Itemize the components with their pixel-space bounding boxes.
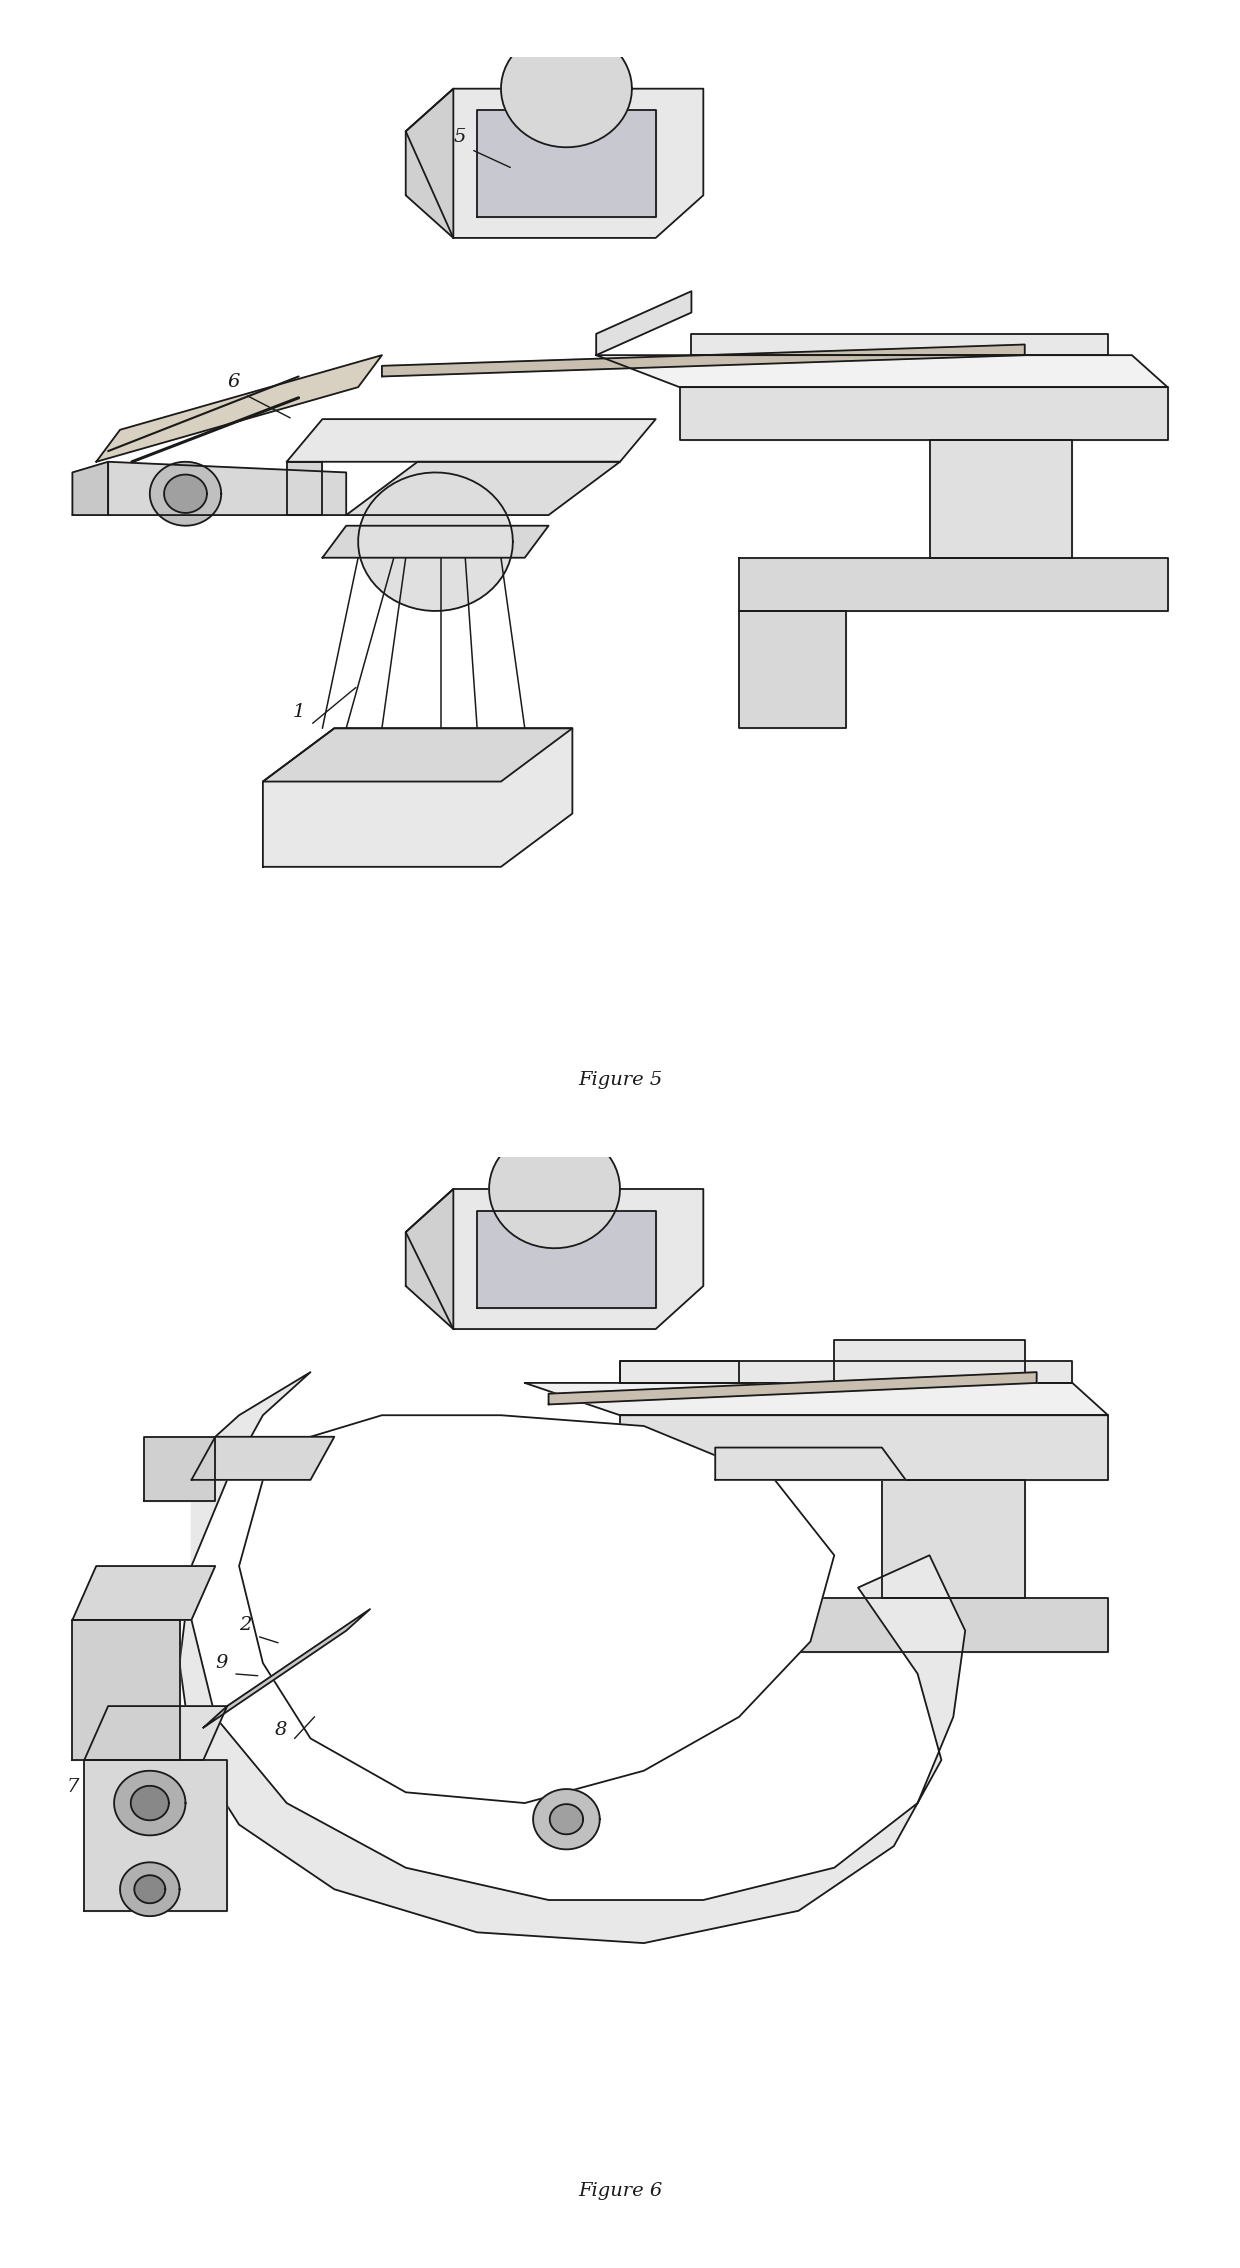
Text: 7: 7 xyxy=(66,1778,78,1796)
Polygon shape xyxy=(835,1340,1024,1383)
Polygon shape xyxy=(739,610,846,728)
Polygon shape xyxy=(405,1188,454,1329)
Polygon shape xyxy=(882,1481,1024,1599)
Polygon shape xyxy=(382,345,1024,376)
Text: 1: 1 xyxy=(293,703,305,721)
Polygon shape xyxy=(405,88,454,238)
Text: Figure 5: Figure 5 xyxy=(578,1070,662,1089)
Polygon shape xyxy=(489,1129,620,1247)
Polygon shape xyxy=(84,1706,227,1760)
Polygon shape xyxy=(405,1188,703,1329)
Polygon shape xyxy=(930,440,1073,558)
Polygon shape xyxy=(84,1760,227,1910)
Text: 6: 6 xyxy=(227,372,239,390)
Polygon shape xyxy=(620,1415,1109,1481)
Polygon shape xyxy=(72,1567,216,1619)
Polygon shape xyxy=(533,1789,600,1848)
Polygon shape xyxy=(286,420,656,463)
Polygon shape xyxy=(114,1771,186,1835)
Polygon shape xyxy=(263,728,573,866)
Polygon shape xyxy=(239,1415,835,1803)
Text: Figure 6: Figure 6 xyxy=(578,2182,662,2200)
Polygon shape xyxy=(144,1438,216,1501)
Polygon shape xyxy=(596,290,692,356)
Polygon shape xyxy=(346,463,620,515)
Text: 5: 5 xyxy=(453,127,465,145)
Polygon shape xyxy=(680,1599,1109,1651)
Polygon shape xyxy=(97,356,382,463)
Text: 2: 2 xyxy=(239,1617,252,1635)
Polygon shape xyxy=(620,1361,739,1383)
Polygon shape xyxy=(620,1361,1073,1383)
Polygon shape xyxy=(263,728,573,782)
Polygon shape xyxy=(120,1862,180,1916)
Polygon shape xyxy=(108,463,346,515)
Polygon shape xyxy=(203,1610,370,1728)
Polygon shape xyxy=(164,474,207,513)
Text: 5: 5 xyxy=(429,1213,441,1229)
Polygon shape xyxy=(680,388,1168,440)
Polygon shape xyxy=(358,472,513,610)
Polygon shape xyxy=(525,1383,1109,1415)
Polygon shape xyxy=(549,1803,583,1835)
Polygon shape xyxy=(150,463,221,526)
Polygon shape xyxy=(548,1372,1037,1404)
Polygon shape xyxy=(477,1211,656,1306)
Polygon shape xyxy=(322,526,548,558)
Polygon shape xyxy=(501,29,632,147)
Polygon shape xyxy=(405,88,703,238)
Polygon shape xyxy=(715,1447,905,1481)
Text: 8: 8 xyxy=(274,1721,286,1740)
Polygon shape xyxy=(130,1785,169,1821)
Polygon shape xyxy=(477,111,656,218)
Polygon shape xyxy=(596,356,1168,388)
Polygon shape xyxy=(191,1438,335,1481)
Polygon shape xyxy=(286,463,322,515)
Polygon shape xyxy=(134,1876,165,1903)
Polygon shape xyxy=(692,333,1109,356)
Polygon shape xyxy=(180,1372,965,1944)
Text: 9: 9 xyxy=(215,1653,227,1672)
Polygon shape xyxy=(739,558,1168,610)
Polygon shape xyxy=(72,1619,180,1760)
Polygon shape xyxy=(72,463,108,515)
